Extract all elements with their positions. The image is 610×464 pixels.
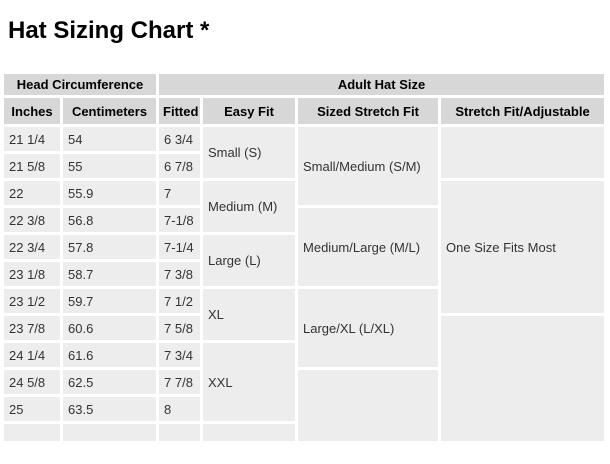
cell-easy-fit-small: Small (S) [203, 127, 296, 178]
header-head-circumference: Head Circumference [4, 74, 157, 95]
spacer-cell [4, 424, 60, 441]
header-fitted: Fitted [159, 98, 201, 124]
header-stretch-fit-adjustable: Stretch Fit/Adjustable [441, 98, 605, 124]
cell-inches: 24 5/8 [4, 370, 60, 394]
column-header-row: Inches Centimeters Fitted Easy Fit Sized… [4, 98, 605, 124]
cell-easy-fit-large: Large (L) [203, 235, 296, 286]
cell-easy-fit-xxl: XXL [203, 343, 296, 421]
table-row: 22 3/8 56.8 7-1/8 Medium/Large (M/L) [4, 208, 604, 286]
cell-fitted: 6 7/8 [159, 154, 201, 178]
cell-inches: 23 7/8 [4, 316, 60, 340]
cell-centimeters: 58.7 [63, 262, 157, 286]
cell-inches: 21 5/8 [4, 154, 60, 178]
cell-inches: 22 [4, 181, 60, 205]
cell-fitted: 7 [159, 181, 201, 205]
table-row: 24 5/8 62.5 7 7/8 [4, 370, 604, 441]
table-row: 25 63.5 8 [4, 397, 604, 421]
cell-fitted: 7 7/8 [159, 370, 201, 394]
cell-blank [441, 316, 605, 441]
group-header-row: Head Circumference Adult Hat Size [4, 74, 605, 95]
table-row: 23 1/2 59.7 7 1/2 XL Large/XL (L/XL) [4, 289, 604, 367]
cell-sized-stretch-sm: Small/Medium (S/M) [298, 127, 439, 205]
hat-sizing-table: Head Circumference Adult Hat Size Inches… [1, 71, 607, 444]
cell-inches: 23 1/8 [4, 262, 60, 286]
cell-fitted: 6 3/4 [159, 127, 201, 151]
cell-centimeters: 56.8 [63, 208, 157, 232]
table-row: 24 1/4 61.6 7 3/4 XXL [4, 343, 604, 421]
table-row: 23 7/8 60.6 7 5/8 [4, 316, 605, 441]
cell-centimeters: 61.6 [63, 343, 157, 367]
cell-fitted: 7 1/2 [159, 289, 201, 313]
cell-one-size-fits-most: One Size Fits Most [441, 181, 605, 313]
cell-centimeters: 54 [63, 127, 157, 151]
cell-fitted: 7 3/4 [159, 343, 201, 367]
table-row: 21 5/8 55 6 7/8 [4, 154, 604, 178]
spacer-row [4, 424, 604, 441]
cell-blank [298, 370, 439, 441]
cell-fitted: 8 [159, 397, 201, 421]
spacer-cell [203, 424, 296, 441]
cell-fitted: 7-1/8 [159, 208, 201, 232]
cell-sized-stretch-lxl: Large/XL (L/XL) [298, 289, 439, 367]
cell-blank [441, 127, 605, 178]
header-centimeters: Centimeters [63, 98, 157, 124]
table-row: 23 1/8 58.7 7 3/8 [4, 262, 604, 286]
cell-inches: 24 1/4 [4, 343, 60, 367]
spacer-cell [63, 424, 157, 441]
cell-centimeters: 59.7 [63, 289, 157, 313]
cell-easy-fit-xl: XL [203, 289, 296, 340]
header-sized-stretch-fit: Sized Stretch Fit [298, 98, 439, 124]
cell-inches: 21 1/4 [4, 127, 60, 151]
table-row: 22 3/4 57.8 7-1/4 Large (L) [4, 235, 604, 286]
cell-fitted: 7 5/8 [159, 316, 201, 340]
cell-fitted: 7 3/8 [159, 262, 201, 286]
cell-inches: 22 3/4 [4, 235, 60, 259]
cell-centimeters: 55 [63, 154, 157, 178]
cell-centimeters: 63.5 [63, 397, 157, 421]
cell-sized-stretch-ml: Medium/Large (M/L) [298, 208, 439, 286]
cell-easy-fit-medium: Medium (M) [203, 181, 296, 232]
cell-centimeters: 55.9 [63, 181, 157, 205]
cell-fitted: 7-1/4 [159, 235, 201, 259]
header-easy-fit: Easy Fit [203, 98, 296, 124]
cell-inches: 25 [4, 397, 60, 421]
cell-inches: 22 3/8 [4, 208, 60, 232]
header-inches: Inches [4, 98, 60, 124]
cell-centimeters: 57.8 [63, 235, 157, 259]
table-row: 21 1/4 54 6 3/4 Small (S) Small/Medium (… [4, 127, 605, 205]
header-adult-hat-size: Adult Hat Size [159, 74, 605, 95]
spacer-cell [159, 424, 201, 441]
cell-centimeters: 60.6 [63, 316, 157, 340]
table-row: 22 55.9 7 Medium (M) One Size Fits Most [4, 181, 605, 313]
cell-inches: 23 1/2 [4, 289, 60, 313]
cell-centimeters: 62.5 [63, 370, 157, 394]
page-title: Hat Sizing Chart * [8, 17, 210, 44]
